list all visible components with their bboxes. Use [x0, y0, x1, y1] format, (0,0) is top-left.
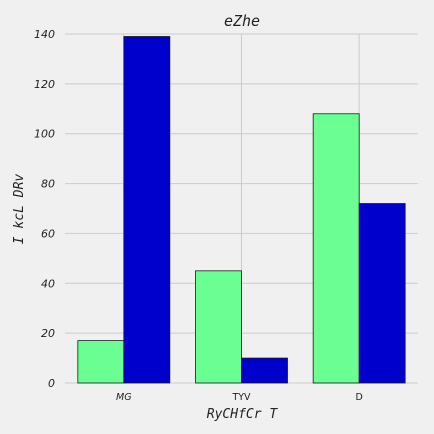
y-tick-label: 120	[34, 78, 55, 91]
y-axis-label: I kcL DRv	[12, 174, 27, 245]
x-tick-label: MG	[116, 392, 132, 403]
bar-series-1-tyv	[195, 270, 242, 384]
y-tick-label: 60	[41, 227, 55, 240]
y-tick-label: 20	[41, 327, 55, 340]
bar-series-1-mg	[77, 340, 125, 384]
y-tick-label: 100	[34, 128, 55, 141]
x-tick-label: TYV	[231, 392, 251, 403]
y-tick-label: 140	[34, 28, 55, 41]
y-tick-label: 0	[48, 377, 55, 390]
chart-title: eZhe	[224, 12, 260, 30]
bar-series-2-tyv	[241, 357, 288, 384]
bar-series-1-d	[312, 113, 360, 384]
x-axis-label: RyCHfCr T	[207, 407, 279, 422]
y-tick-label: 40	[41, 277, 55, 290]
x-tick-label: D	[356, 392, 363, 403]
bars	[77, 36, 406, 384]
bar-series-2-d	[358, 203, 406, 384]
bar-series-2-mg	[123, 36, 171, 384]
tick-labels: 0 20 40 60 80 100 120 140 MG TYV D	[34, 28, 363, 403]
y-tick-label: 80	[41, 178, 55, 191]
